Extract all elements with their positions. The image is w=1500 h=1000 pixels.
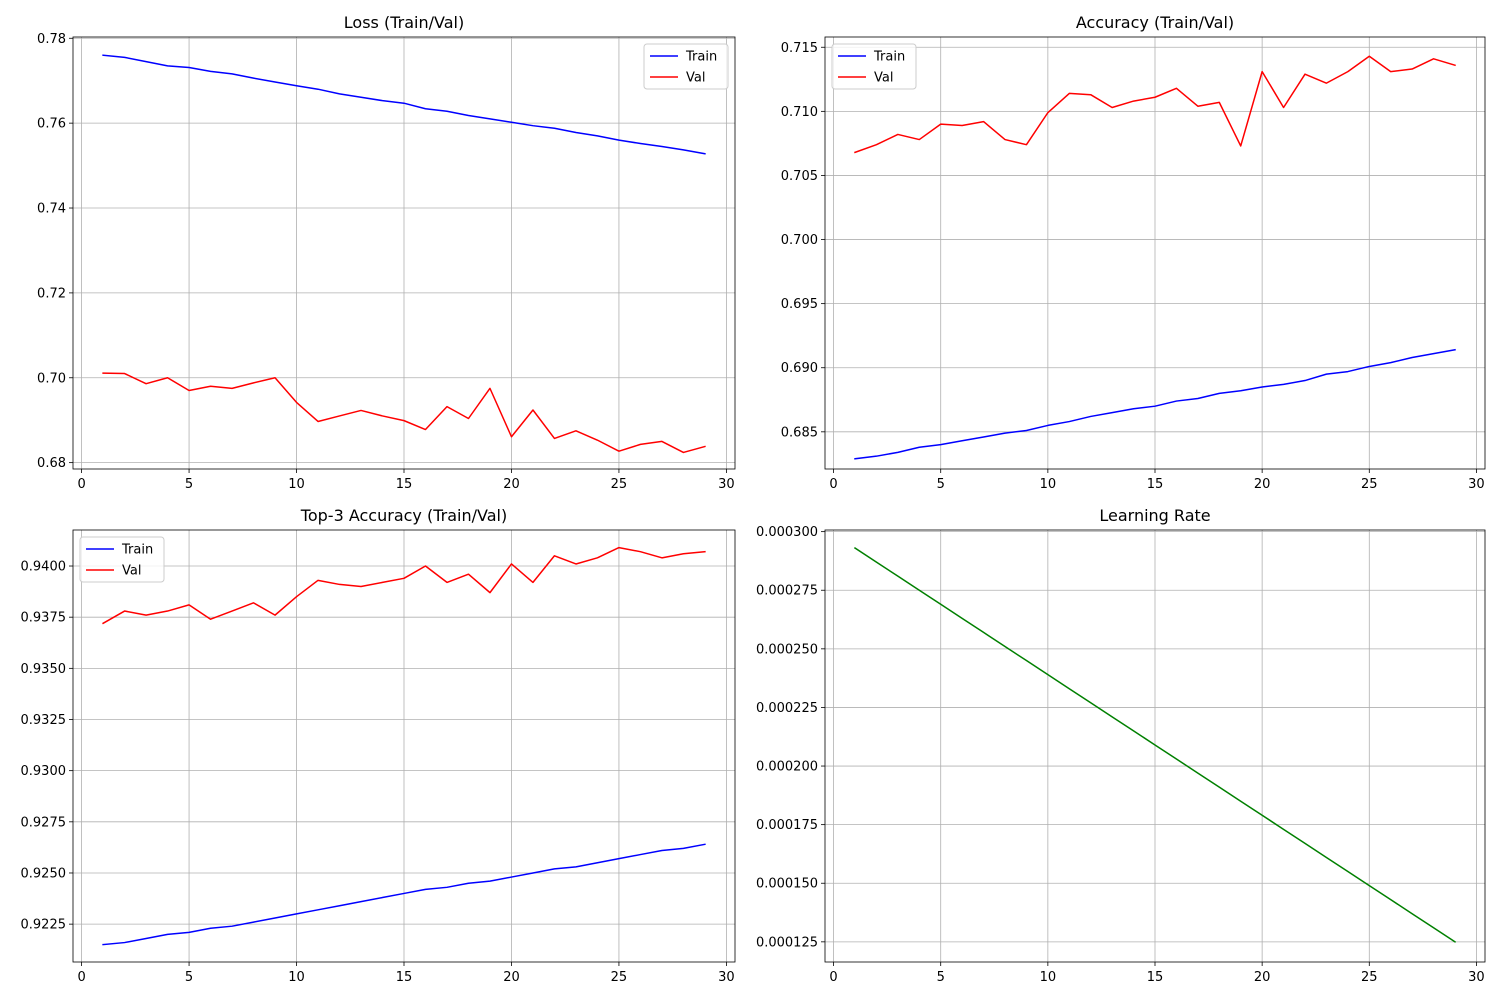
y-tick-label: 0.710 — [781, 105, 818, 120]
y-tick-label: 0.9375 — [21, 611, 67, 626]
legend: Train Val — [79, 536, 165, 583]
x-tick-label: 10 — [1040, 970, 1057, 985]
x-tick-label: 15 — [1147, 477, 1164, 492]
chart-panel-3: 0 5 10 15 20 25 30 0.9225 0.9250 0.9275 0.9300 0.93… — [21, 506, 736, 985]
legend-label-val: Val — [122, 564, 141, 579]
legend-label-val: Val — [874, 71, 893, 86]
y-tick-label: 0.68 — [37, 456, 66, 471]
x-tick-label: 25 — [611, 477, 628, 492]
y-tick-label: 0.9400 — [21, 560, 67, 575]
y-tick-label: 0.695 — [781, 297, 818, 312]
chart-panel-2: 0 5 10 15 20 25 30 0.685 0.690 0.695 0.700 0.705 0.7… — [781, 13, 1486, 492]
x-tick-label: 15 — [396, 477, 413, 492]
y-tick-label: 0.76 — [37, 117, 66, 132]
legend-label-train: Train — [685, 50, 717, 65]
y-tick-label: 0.9350 — [21, 662, 67, 677]
y-tick-label: 0.70 — [37, 371, 66, 386]
series-line-train — [102, 843, 706, 946]
chart-title: Accuracy (Train/Val) — [1076, 13, 1234, 32]
y-tick-label: 0.715 — [781, 41, 818, 56]
x-tick-label: 0 — [77, 970, 85, 985]
x-tick-label: 30 — [1468, 970, 1485, 985]
x-tick-label: 20 — [503, 970, 520, 985]
y-tick-label: 0.000175 — [756, 818, 818, 833]
y-tick-label: 0.000125 — [756, 935, 818, 950]
y-tick-label: 0.72 — [37, 286, 66, 301]
y-tick-label: 0.705 — [781, 169, 818, 184]
series-line-train — [102, 54, 706, 155]
series-line-val — [102, 372, 706, 454]
x-tick-label: 25 — [611, 970, 628, 985]
x-tick-label: 30 — [718, 477, 735, 492]
x-tick-label: 25 — [1361, 970, 1378, 985]
x-tick-label: 0 — [829, 477, 837, 492]
y-tick-label: 0.78 — [37, 32, 66, 47]
y-tick-label: 0.685 — [781, 425, 818, 440]
y-tick-label: 0.000200 — [756, 760, 818, 775]
y-tick-label: 0.000250 — [756, 642, 818, 657]
legend-label-train: Train — [121, 543, 153, 558]
y-tick-label: 0.000300 — [756, 525, 818, 540]
x-tick-label: 15 — [396, 970, 413, 985]
y-tick-label: 0.9300 — [21, 764, 67, 779]
x-tick-label: 20 — [1254, 970, 1271, 985]
series-line-val — [102, 546, 706, 625]
y-tick-label: 0.74 — [37, 202, 66, 217]
x-tick-label: 15 — [1147, 970, 1164, 985]
chart-panel-1: 0 5 10 15 20 25 30 0.68 0.70 0.72 0.74 0.76 0.78 Loss… — [37, 13, 736, 492]
x-tick-label: 0 — [829, 970, 837, 985]
chart-panel-4: 0 5 10 15 20 25 30 0.000125 0.000150 0.000175 0.00… — [756, 506, 1486, 985]
x-tick-label: 10 — [1040, 477, 1057, 492]
x-tick-label: 10 — [288, 970, 305, 985]
y-tick-label: 0.000150 — [756, 877, 818, 892]
x-tick-label: 20 — [503, 477, 520, 492]
x-tick-label: 5 — [185, 970, 193, 985]
x-tick-label: 5 — [937, 970, 945, 985]
x-tick-label: 10 — [288, 477, 305, 492]
y-tick-label: 0.9250 — [21, 866, 67, 881]
legend-label-val: Val — [686, 71, 705, 86]
chart-title: Loss (Train/Val) — [344, 13, 464, 32]
x-tick-label: 0 — [77, 477, 85, 492]
series-line-train — [854, 348, 1456, 460]
y-tick-label: 0.9325 — [21, 713, 67, 728]
legend: Train Val — [831, 43, 917, 90]
x-tick-label: 5 — [937, 477, 945, 492]
chart-title: Learning Rate — [1099, 506, 1210, 525]
series-line-val — [854, 55, 1456, 154]
y-tick-label: 0.9275 — [21, 815, 67, 830]
y-tick-label: 0.000275 — [756, 584, 818, 599]
y-tick-label: 0.9225 — [21, 918, 67, 933]
series-line-line-1 — [853, 547, 1457, 943]
y-tick-label: 0.690 — [781, 361, 818, 376]
chart-title: Top-3 Accuracy (Train/Val) — [300, 506, 507, 525]
y-tick-label: 0.700 — [781, 233, 818, 248]
x-tick-label: 20 — [1254, 477, 1271, 492]
x-tick-label: 30 — [718, 970, 735, 985]
x-tick-label: 25 — [1361, 477, 1378, 492]
legend: Train Val — [643, 43, 729, 90]
x-tick-label: 5 — [185, 477, 193, 492]
legend-label-train: Train — [873, 50, 905, 65]
x-tick-label: 30 — [1468, 477, 1485, 492]
y-tick-label: 0.000225 — [756, 701, 818, 716]
